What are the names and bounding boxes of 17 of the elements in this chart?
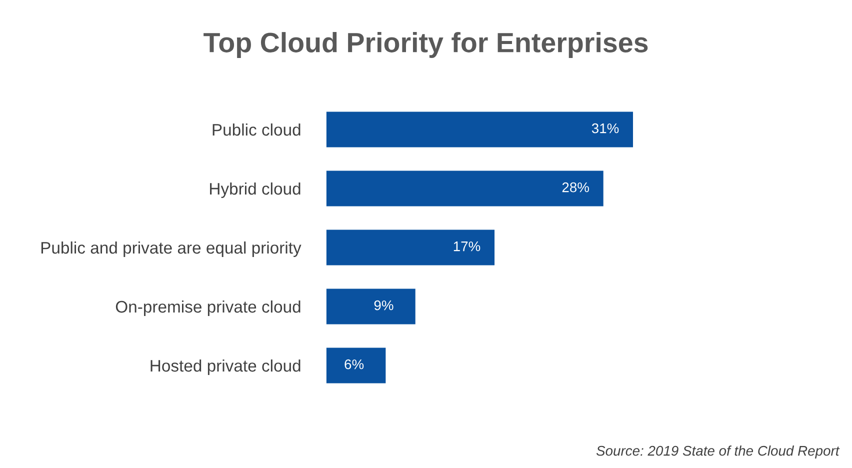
data-label: 17%: [454, 241, 480, 252]
bar: [326, 288, 416, 324]
y-tick-label: Hosted private cloud: [150, 359, 300, 375]
bar: [326, 348, 386, 384]
bar: [326, 230, 495, 266]
data-label: 28%: [562, 182, 589, 192]
y-tick-label: On-premise private cloud: [116, 300, 300, 316]
y-tick-label: Public and private are equal priority: [41, 241, 302, 257]
data-label: 9%: [374, 300, 394, 310]
y-tick-label: Hybrid cloud: [210, 182, 300, 198]
data-label: 6%: [344, 359, 364, 370]
y-tick-label: Public cloud: [212, 123, 300, 136]
bar: [326, 112, 634, 148]
bar: [326, 170, 604, 206]
chart-title: Top Cloud Priority for Enterprises: [204, 32, 648, 58]
source-note: Source: 2019 State of the Cloud Report: [596, 446, 840, 458]
data-label: 31%: [592, 123, 619, 134]
